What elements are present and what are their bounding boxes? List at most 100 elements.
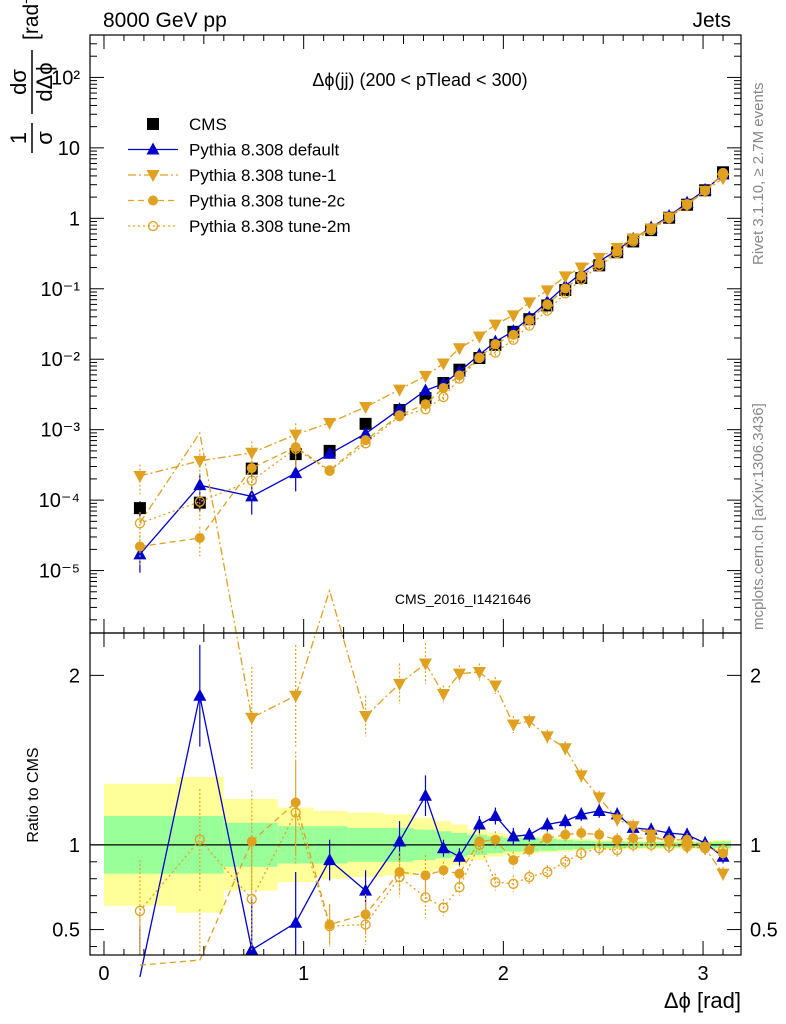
y-tick-label: 10⁻⁵ bbox=[39, 561, 80, 583]
main-pythia-8-308-default-point bbox=[245, 489, 259, 502]
ratio-pythia-8-308-tune-2m-point bbox=[542, 866, 553, 878]
main-pythia-8-308-tune-2c-point bbox=[194, 532, 205, 543]
main-pythia-8-308-default-point bbox=[323, 446, 337, 459]
main-pythia-8-308-tune-2m-point bbox=[290, 443, 301, 454]
main-pythia-8-308-tune-2m-point bbox=[560, 288, 571, 299]
ratio-pythia-8-308-tune-2m-point bbox=[438, 902, 449, 913]
main-pythia-8-308-tune-1-point bbox=[452, 343, 466, 356]
main-pythia-8-308-tune-2m-point bbox=[438, 391, 449, 403]
main-pythia-8-308-tune-1-point bbox=[359, 401, 373, 414]
main-pythia-8-308-tune-1-point bbox=[289, 429, 303, 442]
ratio-pythia-8-308-tune-2m-point bbox=[394, 871, 405, 883]
main-pythia-8-308-tune-2m-point bbox=[681, 199, 693, 211]
x-axis-label: Δϕ [rad] bbox=[664, 988, 741, 1013]
ratio-pythia-8-308-default-point bbox=[193, 688, 207, 701]
y-tick-label: 10⁻¹ bbox=[41, 279, 81, 301]
ratio-pythia-8-308-tune-2m-point bbox=[420, 892, 431, 903]
main-pythia-8-308-tune-2m-point bbox=[246, 475, 257, 486]
legend-marker-pythia-8-308-default bbox=[146, 142, 160, 155]
x-tick-label: 2 bbox=[498, 963, 509, 985]
legend-marker-cms bbox=[147, 118, 159, 130]
main-pythia-8-308-tune-2m-point bbox=[324, 465, 335, 477]
main-pythia-8-308-tune-2m-point bbox=[576, 274, 587, 285]
x-tick-label: 0 bbox=[98, 963, 109, 985]
ratio-pythia-8-308-tune-2m-point bbox=[508, 878, 519, 889]
ratio-y-tick-label-left: 1 bbox=[69, 835, 80, 857]
main-pythia-8-308-tune-1-point bbox=[436, 358, 450, 371]
main-pythia-8-308-default-point bbox=[133, 547, 147, 560]
ratio-pythia-8-308-tune-1-point bbox=[506, 719, 520, 732]
ratio-pythia-8-308-tune-2m-point bbox=[645, 839, 657, 850]
ratio-pythia-8-308-tune-2m-point bbox=[524, 871, 535, 883]
main-frame bbox=[89, 34, 742, 634]
ratio-pythia-8-308-tune-2m-point bbox=[454, 882, 465, 893]
main-panel: 10⁻⁵ 10⁻⁴ 10⁻³ 10⁻² 10⁻¹ 1 10 10² Δϕ(jj) (200 <… bbox=[6, 0, 742, 634]
ratio-pythia-8-308-tune-2m-point bbox=[628, 839, 639, 850]
ratio-pythia-8-308-tune-2m-point bbox=[134, 905, 146, 917]
main-pythia-8-308-tune-1-point bbox=[418, 370, 432, 383]
ratio-pythia-8-308-default-point bbox=[452, 849, 466, 862]
y-tick-label: 10⁻² bbox=[41, 349, 81, 371]
main-pythia-8-308-tune-2m-point bbox=[717, 167, 729, 179]
analysis-label: Jets bbox=[692, 9, 731, 32]
ratio-pythia-8-308-tune-1-point bbox=[393, 678, 407, 691]
ratio-panel: 0.5 0.5 1 1 2 2 0 1 2 3 Ratio to CMS Δϕ [rad] bbox=[25, 431, 778, 1013]
legend-label-pythia-8-308-default: Pythia 8.308 default bbox=[189, 141, 340, 160]
ratio-y-tick-label-left: 2 bbox=[69, 665, 80, 687]
ratio-pythia-8-308-tune-2c-point bbox=[560, 829, 571, 840]
main-pythia-8-308-tune-2m-point bbox=[134, 518, 146, 529]
ratio-pythia-8-308-default-point bbox=[393, 834, 407, 847]
ratio-pythia-8-308-tune-1-point bbox=[592, 792, 606, 805]
main-pythia-8-308-tune-2m-point bbox=[454, 373, 465, 384]
main-pythia-8-308-default-point bbox=[289, 466, 303, 479]
main-pythia-8-308-tune-2c-point bbox=[246, 463, 257, 474]
main-pythia-8-308-default-point bbox=[393, 402, 407, 415]
main-pythia-8-308-tune-1-point bbox=[393, 384, 407, 397]
main-pythia-8-308-tune-2m-point bbox=[542, 305, 553, 316]
main-pythia-8-308-tune-2m-point bbox=[394, 411, 405, 422]
ratio-pythia-8-308-tune-2c-point bbox=[524, 844, 535, 855]
main-pythia-8-308-tune-2c-point bbox=[438, 383, 449, 394]
analysis-watermark: CMS_2016_I1421646 bbox=[395, 591, 531, 607]
beam-label: 8000 GeV pp bbox=[103, 9, 227, 32]
ratio-pythia-8-308-default-point bbox=[323, 853, 337, 866]
ratio-y-tick-label-right: 2 bbox=[750, 665, 761, 687]
ratio-y-tick-label-left: 0.5 bbox=[52, 920, 80, 942]
ratio-pythia-8-308-tune-2m-point bbox=[717, 844, 729, 856]
ratio-pythia-8-308-tune-1-point bbox=[626, 821, 640, 834]
main-pythia-8-308-tune-1-point bbox=[522, 297, 536, 310]
main-pythia-8-308-tune-1-point bbox=[558, 271, 572, 284]
y-tick-label: 10⁻³ bbox=[41, 420, 81, 442]
main-pythia-8-308-tune-1-point bbox=[133, 471, 147, 484]
main-pythia-8-308-tune-2m-point bbox=[628, 236, 639, 247]
main-pythia-8-308-tune-1-point bbox=[488, 319, 502, 332]
main-pythia-8-308-tune-1-point bbox=[574, 262, 588, 275]
main-pythia-8-308-tune-2c-point bbox=[134, 541, 145, 552]
main-pythia-8-308-tune-2m-point bbox=[194, 496, 205, 507]
ratio-pythia-8-308-tune-1-point bbox=[436, 689, 450, 702]
main-cms-point bbox=[133, 502, 146, 515]
main-pythia-8-308-default-point bbox=[359, 426, 373, 439]
ratio-pythia-8-308-default-point bbox=[418, 788, 432, 801]
y-tick-label: 10⁻⁴ bbox=[39, 490, 80, 512]
main-pythia-8-308-tune-2m-point bbox=[594, 260, 605, 272]
ratio-pythia-8-308-tune-2m-point bbox=[663, 841, 675, 852]
main-pythia-8-308-tune-2c-point bbox=[454, 370, 465, 381]
ratio-pythia-8-308-tune-1-point bbox=[680, 841, 694, 854]
chart-title: Δϕ(jj) (200 < pTlead < 300) bbox=[312, 70, 527, 90]
mcplots-label: mcplots.cern.ch [arXiv:1306.3436] bbox=[750, 403, 767, 630]
ratio-pythia-8-308-tune-2m-point bbox=[324, 921, 335, 932]
y-tick-label: 1 bbox=[69, 208, 80, 230]
ratio-pythia-8-308-tune-1-point bbox=[418, 658, 432, 671]
ratio-pythia-8-308-tune-2m-point bbox=[576, 848, 587, 859]
main-pythia-8-308-tune-1-point bbox=[323, 417, 337, 430]
ratio-pythia-8-308-tune-2m-point bbox=[560, 856, 571, 867]
ratio-y-tick-label-right: 1 bbox=[750, 835, 761, 857]
ratio-pythia-8-308-tune-2m-point bbox=[194, 834, 205, 845]
ratio-frame bbox=[89, 632, 742, 956]
main-pythia-8-308-tune-2m-point bbox=[474, 352, 485, 364]
svg-text:[rad-1]: [rad-1] bbox=[17, 0, 43, 40]
main-pythia-8-308-tune-2m-series bbox=[134, 167, 729, 542]
svg-text:dσ: dσ bbox=[6, 69, 31, 95]
